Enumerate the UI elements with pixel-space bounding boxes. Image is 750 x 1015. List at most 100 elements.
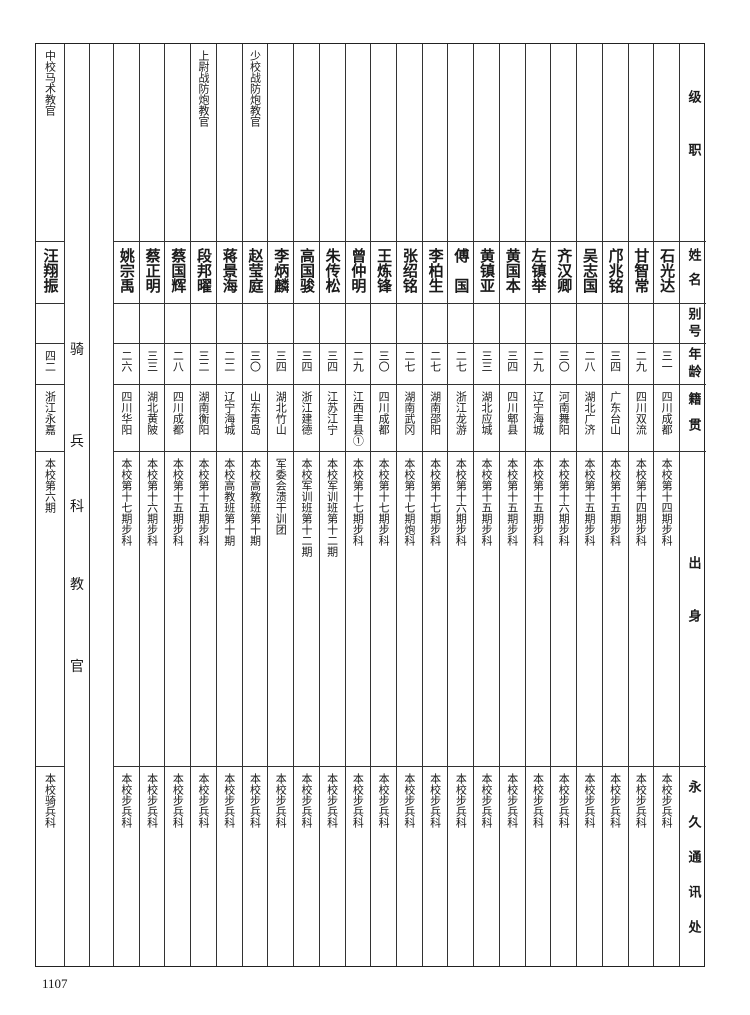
person-name-cell: 邝兆铭 <box>602 241 628 303</box>
person-column: 曾仲明 二九 江西丰县① 本校第十七期步科 本校步兵科 <box>344 44 371 966</box>
person-name: 姚宗禹 <box>117 248 136 293</box>
person-column: 蔡正明 三三 湖北黄陂 本校第十六期步科 本校步兵科 <box>138 44 165 966</box>
person-age-cell: 三三 <box>139 343 165 384</box>
person-address: 本校步兵科 <box>351 773 365 828</box>
person-age-cell: 三三 <box>474 343 499 384</box>
person-name: 高国骏 <box>297 248 316 293</box>
person-origin: 湖北竹山 <box>274 391 288 435</box>
header-name: 姓名 <box>685 248 701 297</box>
person-rank-cell <box>140 44 165 241</box>
person-name: 蒋景海 <box>220 248 239 293</box>
header-rank: 级职 <box>685 89 701 196</box>
person-background: 本校第十七期步科 <box>377 458 391 546</box>
person-background-cell: 本校第十五期步科 <box>577 451 602 766</box>
person-age: 三四 <box>299 350 313 372</box>
header-rank-cell: 级职 <box>680 44 706 241</box>
person-column: 甘智常 二九 四川双流 本校第十四期步科 本校步兵科 <box>627 44 654 966</box>
header-alias: 别号 <box>685 306 701 341</box>
person-background: 本校第十七期步科 <box>119 458 133 546</box>
person-background: 本校高教班第十期 <box>222 458 236 546</box>
person-background-cell: 本校军训班第十二期 <box>319 451 345 766</box>
person-origin-cell: 湖北黄陂 <box>139 384 165 451</box>
person-age: 二八 <box>171 350 185 372</box>
person-origin: 四川成都 <box>171 391 185 435</box>
person-name: 黄国本 <box>503 248 522 293</box>
person-age: 三四 <box>325 350 339 372</box>
person-origin-cell: 江苏江宁 <box>319 384 345 451</box>
header-address-cell: 永久通讯处 <box>680 766 706 968</box>
person-background-cell: 本校第十五期步科 <box>165 451 191 766</box>
header-origin-cell: 籍贯 <box>680 384 706 451</box>
person-name-cell: 左镇举 <box>525 241 551 303</box>
person-background-cell: 本校第十五期步科 <box>499 451 525 766</box>
person-alias-cell <box>191 303 216 343</box>
header-alias-cell: 别号 <box>680 303 706 343</box>
person-rank: 上尉战防炮教官 <box>197 50 211 127</box>
person-background-cell: 本校军训班第十二期 <box>294 451 319 766</box>
person-origin-cell: 浙江建德 <box>294 384 319 451</box>
person-name-cell: 黄国本 <box>499 241 525 303</box>
person-column: 吴志国 二八 湖北广济 本校第十五期步科 本校步兵科 <box>576 44 602 966</box>
person-name: 蔡正明 <box>143 248 162 293</box>
person-origin-cell: 河南舞阳 <box>551 384 577 451</box>
person-address: 本校步兵科 <box>119 773 133 828</box>
section-label-char: 科 <box>70 499 84 515</box>
person-origin-cell: 江西丰县① <box>345 384 371 451</box>
header-origin: 籍贯 <box>685 392 701 444</box>
person-age-cell: 二七 <box>448 343 474 384</box>
person-origin: 辽宁海城 <box>531 391 545 435</box>
person-address: 本校步兵科 <box>145 773 159 828</box>
person-name-cell: 李柏生 <box>422 241 448 303</box>
person-name-cell: 蒋景海 <box>216 241 242 303</box>
person-name-cell: 黄镇亚 <box>474 241 499 303</box>
person-address: 本校步兵科 <box>531 773 545 828</box>
person-origin-cell: 辽宁海城 <box>525 384 551 451</box>
person-age: 三四 <box>608 350 622 372</box>
person-rank-cell <box>448 44 473 241</box>
person-origin-cell: 辽宁海城 <box>216 384 242 451</box>
person-alias-cell <box>165 303 191 343</box>
person-name: 李炳麟 <box>272 248 291 293</box>
person-origin-cell: 湖北广济 <box>577 384 602 451</box>
person-address-cell: 本校步兵科 <box>114 766 139 968</box>
person-alias-cell <box>294 303 319 343</box>
person-origin-cell: 湖北应城 <box>474 384 499 451</box>
person-rank-cell <box>603 44 628 241</box>
person-address: 本校步兵科 <box>274 773 288 828</box>
cavalry-person-background-cell: 本校第六期 <box>36 451 64 766</box>
person-age: 二八 <box>582 350 596 372</box>
person-origin: 湖北应城 <box>480 391 494 435</box>
person-background: 本校第十五期步科 <box>197 458 211 546</box>
section-label-char: 骑 <box>70 342 84 358</box>
person-column: 黄镇亚 三三 湖北应城 本校第十五期步科 本校步兵科 <box>473 44 499 966</box>
person-name: 王炼锋 <box>375 248 394 293</box>
person-name-cell: 赵莹庭 <box>242 241 268 303</box>
person-address: 本校步兵科 <box>377 773 391 828</box>
person-origin: 四川成都 <box>660 391 674 435</box>
person-age: 二九 <box>634 350 648 372</box>
person-age: 三〇 <box>377 350 391 372</box>
person-name-cell: 石光达 <box>654 241 679 303</box>
person-rank-cell <box>397 44 422 241</box>
person-age-cell: 三四 <box>499 343 525 384</box>
person-name-cell: 张绍铭 <box>397 241 422 303</box>
person-age-cell: 二七 <box>397 343 422 384</box>
person-name-cell: 吴志国 <box>577 241 602 303</box>
person-age-cell: 二八 <box>165 343 191 384</box>
cavalry-person-age: 四二 <box>43 350 57 372</box>
person-origin-cell: 四川成都 <box>654 384 679 451</box>
person-column: 王炼锋 三〇 四川成都 本校第十七期步科 本校步兵科 <box>370 44 396 966</box>
person-address-cell: 本校步兵科 <box>165 766 191 968</box>
person-origin-cell: 浙江龙游 <box>448 384 474 451</box>
person-age-cell: 二八 <box>577 343 602 384</box>
person-background-cell: 本校第十四期步科 <box>628 451 654 766</box>
header-name-cell: 姓名 <box>680 241 706 303</box>
person-name: 张绍铭 <box>400 248 419 293</box>
person-address: 本校步兵科 <box>171 773 185 828</box>
person-alias-cell <box>371 303 396 343</box>
section-label-char: 官 <box>70 659 84 675</box>
person-rank-cell <box>474 44 499 241</box>
person-column: 黄国本 三四 四川郫县 本校第十五期步科 本校步兵科 <box>498 44 525 966</box>
person-address-cell: 本校步兵科 <box>242 766 268 968</box>
person-background-cell: 本校第十五期步科 <box>474 451 499 766</box>
